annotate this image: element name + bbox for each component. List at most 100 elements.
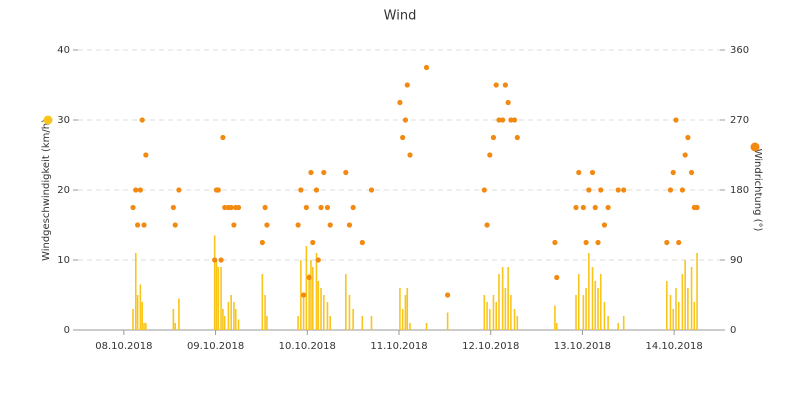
direction-dot: [601, 222, 608, 228]
direction-dot: [552, 239, 558, 246]
speed-bar: [594, 281, 597, 330]
direction-dot: [423, 64, 430, 71]
x-tick-label: 09.10.2018: [187, 341, 244, 352]
speed-bar: [352, 309, 354, 330]
direction-dot: [215, 187, 221, 193]
direction-dot: [218, 257, 224, 263]
direction-dot: [400, 134, 406, 141]
direction-dot: [598, 187, 604, 193]
direction-dot: [667, 187, 674, 193]
speed-bar: [617, 323, 619, 330]
direction-dot: [511, 117, 518, 123]
direction-dot: [595, 239, 601, 246]
speed-bar: [406, 288, 409, 330]
speed-bar: [317, 281, 320, 330]
direction-dot: [682, 152, 688, 158]
direction-dot: [231, 222, 237, 228]
speed-bar: [585, 288, 587, 330]
direction-dot: [685, 134, 691, 141]
speed-bar: [603, 302, 606, 330]
direction-dot: [176, 187, 182, 193]
speed-bar: [345, 274, 347, 330]
direction-dot: [264, 222, 270, 228]
y2-tick-label: 180: [730, 185, 749, 196]
speed-bar: [555, 323, 558, 330]
direction-dot: [670, 169, 676, 176]
speed-bar: [297, 316, 299, 330]
direction-dot: [493, 82, 499, 88]
speed-bar: [233, 302, 235, 330]
speed-bar: [510, 295, 512, 330]
speed-bar: [348, 295, 351, 330]
x-tick-label: 11.10.2018: [370, 341, 427, 352]
direction-dot: [308, 169, 314, 176]
direction-dot: [402, 117, 409, 123]
direction-dot: [141, 222, 147, 228]
speed-bar: [504, 288, 507, 330]
speed-bar: [677, 302, 680, 330]
speed-bar: [483, 295, 486, 330]
direction-dot: [664, 239, 670, 246]
speed-bar: [513, 309, 516, 330]
direction-dot: [586, 187, 592, 193]
direction-dot: [407, 152, 413, 158]
direction-dot: [295, 222, 301, 228]
direction-dot: [143, 152, 149, 158]
speed-bar: [607, 316, 609, 330]
speed-bar: [305, 246, 308, 330]
speed-bar: [684, 260, 686, 330]
y-tick-label: 30: [57, 115, 70, 126]
direction-dot: [220, 134, 226, 141]
y2-tick-label: 360: [730, 45, 749, 56]
direction-dot: [139, 117, 145, 123]
speed-bar: [311, 267, 314, 330]
speed-bar: [488, 309, 491, 330]
direction-dot: [576, 169, 582, 176]
speed-bar: [399, 288, 401, 330]
y2-tick-label: 90: [730, 255, 743, 266]
direction-dot: [508, 117, 514, 123]
direction-dot: [445, 292, 451, 298]
direction-dot: [500, 117, 506, 123]
direction-dot: [580, 204, 586, 211]
direction-dot: [514, 134, 520, 141]
direction-dot: [350, 204, 356, 211]
speed-bar: [172, 309, 175, 330]
x-tick-label: 08.10.2018: [95, 341, 152, 352]
direction-dot: [605, 204, 611, 211]
speed-bar: [672, 309, 675, 330]
speed-bar: [516, 316, 519, 330]
x-tick-label: 12.10.2018: [462, 341, 519, 352]
direction-dot: [235, 204, 242, 211]
speed-bar: [237, 319, 240, 330]
speed-bar: [315, 253, 318, 330]
direction-dot: [228, 204, 234, 211]
direction-dot: [368, 187, 375, 193]
speed-bar: [222, 309, 224, 330]
speed-bar: [675, 288, 677, 330]
speed-bar: [141, 302, 143, 330]
direction-dot: [573, 204, 579, 211]
x-tick-label: 13.10.2018: [554, 341, 611, 352]
direction-dot: [306, 274, 312, 281]
speed-bar: [234, 309, 237, 330]
chart-title: Wind: [384, 9, 417, 24]
direction-dot: [621, 187, 627, 193]
direction-dot: [615, 187, 621, 193]
y-axis-legend-dot: [43, 115, 53, 125]
speed-bar: [599, 274, 602, 330]
speed-bar: [223, 316, 226, 330]
speed-bar: [690, 267, 693, 330]
direction-dot: [688, 169, 695, 176]
speed-bar: [329, 316, 332, 330]
speed-bar: [220, 267, 222, 330]
speed-bar: [132, 309, 134, 330]
direction-dot: [490, 134, 497, 141]
speed-bar: [696, 253, 698, 330]
speed-bar: [266, 316, 268, 330]
speed-bar: [404, 295, 407, 330]
direction-dot: [170, 204, 176, 211]
speed-bar: [409, 323, 411, 330]
speed-bar: [361, 316, 364, 330]
speed-bar: [178, 298, 180, 330]
